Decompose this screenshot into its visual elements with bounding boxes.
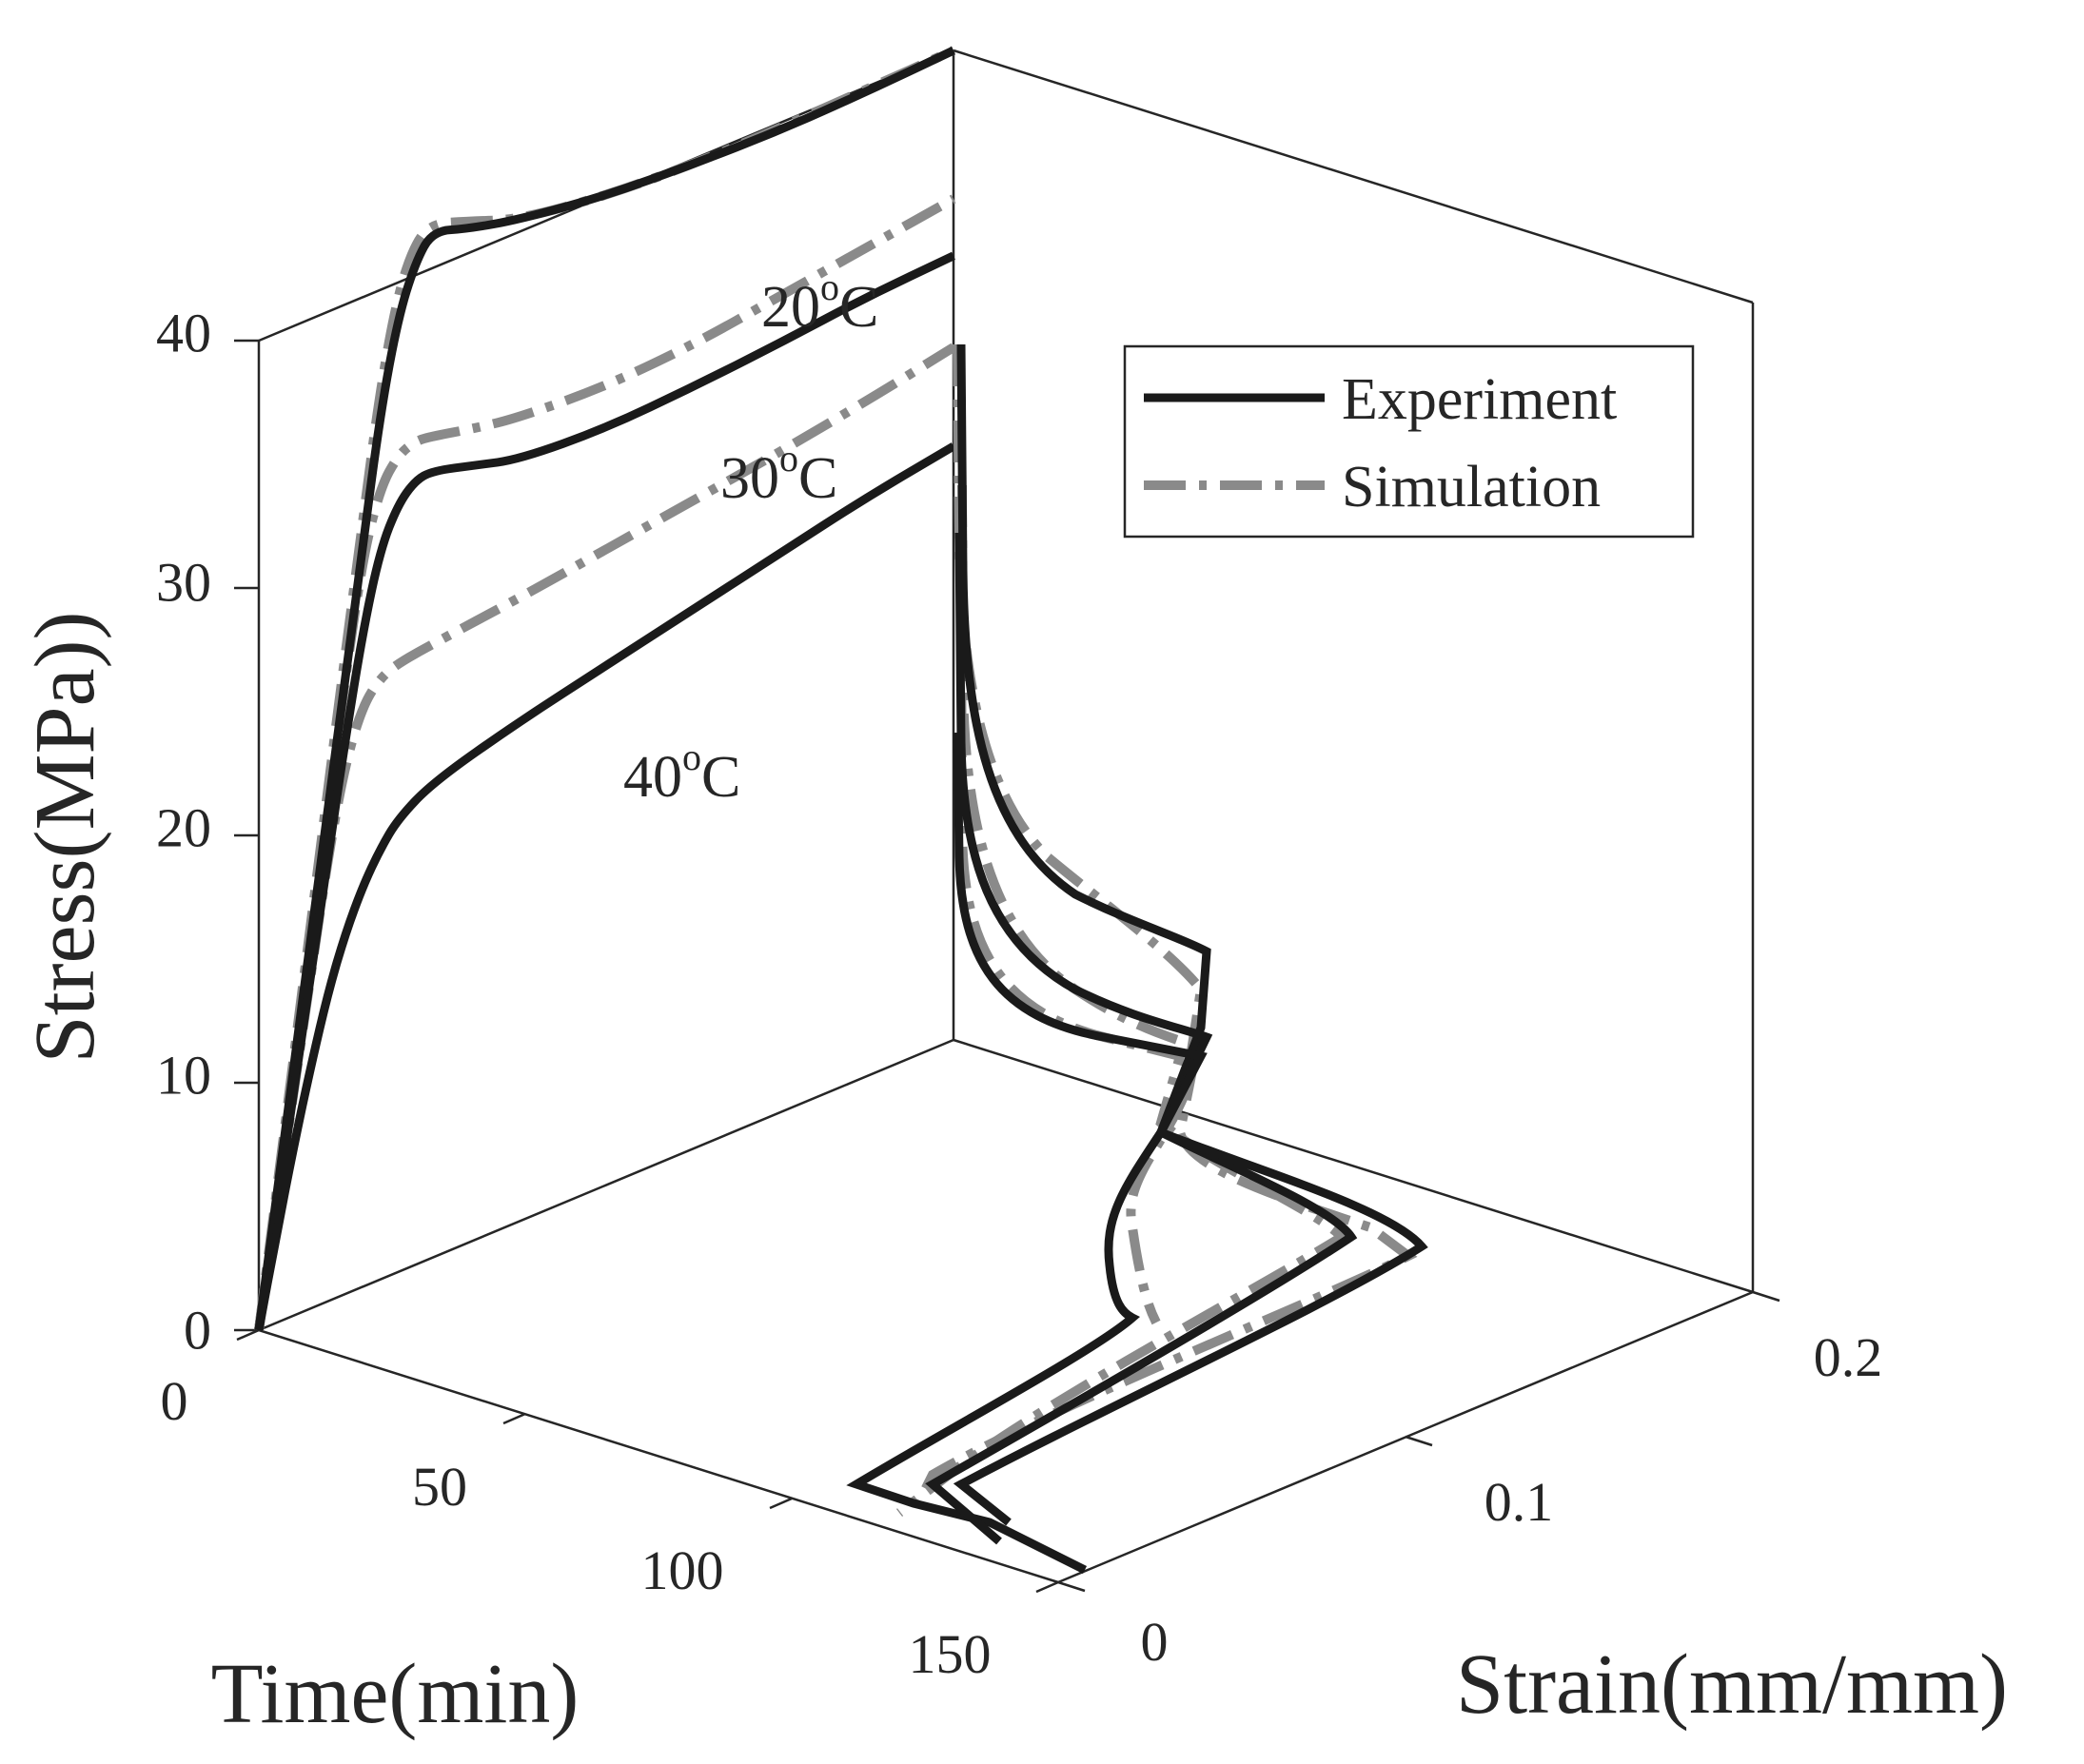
experiment-relaxation-20C: [846, 343, 1211, 1575]
annotation-40C: 40oC: [623, 735, 740, 810]
strain-axis: 0 0.1 0.2 Strain(mm/mm): [1057, 1290, 2008, 1732]
time-axis-label: Time(min): [211, 1647, 580, 1741]
box-edge-top-right: [953, 49, 1754, 304]
simulation-loading-20C: [254, 46, 956, 1331]
stress-tick-label: 10: [156, 1044, 211, 1106]
stress-tick-label: 0: [184, 1299, 211, 1361]
simulation-relaxation-30C: [909, 484, 1418, 1516]
annotation-30C: 30oC: [720, 437, 837, 511]
strain-tick-mark: [1405, 1435, 1433, 1447]
annotation-40C-degree: o: [682, 735, 701, 778]
strain-tick-mark: [1057, 1580, 1086, 1593]
time-tick-mark: [1035, 1580, 1059, 1594]
time-axis: 0 50 100 150 Time(min): [161, 1328, 1059, 1741]
stress-tick-label: 30: [156, 551, 211, 613]
box-edge-floor-right: [953, 1038, 1754, 1294]
annotation-30C-unit: C: [798, 446, 837, 511]
annotation-30C-base: 30: [720, 446, 779, 511]
annotation-40C-unit: C: [701, 745, 740, 810]
strain-tick-mark: [1752, 1290, 1780, 1303]
annotation-20C: 20oC: [761, 265, 878, 340]
strain-tick-label: 0: [1141, 1611, 1169, 1673]
experiment-loading-20C: [254, 46, 955, 1331]
time-axis-line: [258, 1328, 1059, 1584]
time-tick-label: 50: [412, 1456, 467, 1518]
strain-axis-label: Strain(mm/mm): [1456, 1637, 2008, 1732]
experiment-relaxation-40C: [953, 732, 1428, 1526]
experiment-loading-30C: [254, 251, 955, 1331]
stress-tick-label: 40: [156, 302, 211, 363]
stress-tick-label: 20: [156, 796, 211, 858]
strain-tick-label: 0.2: [1814, 1326, 1883, 1388]
simulation-relaxation-40C: [895, 617, 1349, 1517]
annotation-30C-degree: o: [779, 437, 798, 480]
legend-simulation-label: Simulation: [1342, 455, 1601, 519]
strain-tick-label: 0.1: [1484, 1471, 1554, 1533]
time-tick-mark: [502, 1412, 526, 1425]
time-tick-label: 100: [641, 1539, 724, 1601]
stress-axis: 0 10 20 30 40: [156, 302, 259, 1361]
time-tick-label: 150: [909, 1623, 992, 1685]
stress-axis-label: Stress(MPa)): [18, 612, 112, 1064]
legend-experiment-label: Experiment: [1342, 367, 1617, 432]
annotation-40C-base: 40: [623, 745, 682, 810]
box-edge-floor-left: [258, 1038, 954, 1332]
annotation-20C-unit: C: [839, 275, 878, 340]
time-tick-mark: [236, 1328, 260, 1342]
data-curves: [254, 46, 1428, 1575]
legend: Experiment Simulation: [1123, 344, 1695, 539]
time-tick-mark: [769, 1497, 793, 1510]
annotation-20C-base: 20: [761, 275, 820, 340]
time-tick-label: 0: [161, 1370, 188, 1432]
legend-box: [1123, 344, 1695, 539]
experiment-loading-40C: [254, 442, 956, 1331]
simulation-relaxation-20C: [953, 343, 1207, 1325]
simulation-loading-30C: [254, 194, 956, 1331]
annotation-20C-degree: o: [820, 265, 839, 308]
